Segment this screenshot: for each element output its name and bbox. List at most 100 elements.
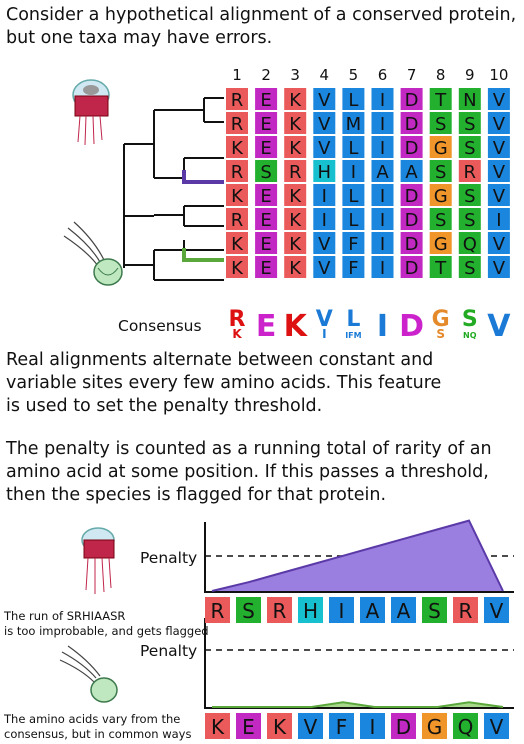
penalty-chart-normal <box>204 618 514 709</box>
alignment-cell <box>342 232 365 254</box>
alignment-cell <box>400 160 423 182</box>
consensus-subletter: IFM <box>345 331 361 340</box>
sequence-residue: S <box>242 599 255 623</box>
alignment-cell <box>371 256 394 278</box>
sequence-residue: H <box>303 599 318 623</box>
alignment-residue: V <box>318 258 331 279</box>
alignment-residue: I <box>322 186 327 207</box>
alignment-residue: V <box>318 138 331 159</box>
alignment-residue: S <box>464 186 475 207</box>
position-header: 1 <box>232 66 242 84</box>
alignment-cell <box>342 88 365 110</box>
flagged-branch-highlight <box>182 170 224 184</box>
alignment-residue: I <box>380 114 385 135</box>
penalty-chart-flagged <box>204 519 514 593</box>
alignment-cell <box>313 208 336 230</box>
alignment-cell <box>342 136 365 158</box>
alignment-cell <box>284 184 307 206</box>
alignment-residue: R <box>231 210 244 231</box>
sequence-residue: Q <box>458 715 474 739</box>
normal-caption-line1: The amino acids vary from the <box>3 712 180 726</box>
alignment-cell <box>371 160 394 182</box>
sequence-cell <box>360 713 385 739</box>
alignment-cell <box>400 136 423 158</box>
sequence-cell <box>298 713 323 739</box>
alignment-cell <box>400 232 423 254</box>
alignment-residue: I <box>380 258 385 279</box>
alignment-cell <box>313 256 336 278</box>
alignment-residue: D <box>405 90 419 111</box>
sequence-residue: V <box>304 715 318 739</box>
alignment-residue: M <box>346 114 362 135</box>
sequence-cell <box>391 597 416 623</box>
sequence-cell <box>329 597 354 623</box>
sequence-cell <box>484 597 509 623</box>
alignment-residue: R <box>231 162 244 183</box>
alignment-residue: D <box>405 210 419 231</box>
alignment-cell <box>429 88 452 110</box>
alignment-residue: I <box>351 162 356 183</box>
alignment-cell <box>458 256 481 278</box>
alignment-cell <box>255 88 278 110</box>
alignment-residue: S <box>464 138 475 159</box>
alignment-cell <box>458 112 481 134</box>
position-header: 7 <box>407 66 417 84</box>
alignment-cell <box>371 208 394 230</box>
alignment-cell <box>255 136 278 158</box>
alignment-residue: E <box>260 258 271 279</box>
sequence-residue: A <box>366 599 380 623</box>
sequence-residue: G <box>427 715 443 739</box>
alignment-residue: D <box>405 186 419 207</box>
alignment-cell <box>226 184 248 206</box>
sequence-residue: V <box>490 599 504 623</box>
alignment-residue: I <box>322 210 327 231</box>
consensus-letter: L <box>346 307 360 332</box>
alignment-residue: V <box>493 186 506 207</box>
jellyfish-illustration-flagged <box>81 527 115 594</box>
sequence-cell <box>453 713 478 739</box>
penalty-line <box>211 519 504 592</box>
sequence-residue: R <box>211 599 225 623</box>
sequence-residue: D <box>396 715 411 739</box>
normal-caption-line2: consensus, but in common ways <box>4 727 191 741</box>
alignment-cell <box>487 208 510 230</box>
flagged-caption-line1: The run of SRHIAASR <box>3 609 125 623</box>
alignment-cell <box>342 256 365 278</box>
alignment-residue: I <box>380 234 385 255</box>
alignment-cell <box>371 112 394 134</box>
alignment-cell <box>226 136 248 158</box>
alignment-cell <box>458 160 481 182</box>
alignment-residue: D <box>405 234 419 255</box>
alignment-residue: K <box>289 138 302 159</box>
position-header: 9 <box>465 66 475 84</box>
consensus-letter: V <box>487 309 511 344</box>
alignment-cell <box>284 208 307 230</box>
consensus-letter: I <box>377 309 388 344</box>
alignment-residue: S <box>464 114 475 135</box>
alignment-residue: G <box>434 234 448 255</box>
alignment-residue: K <box>231 138 244 159</box>
alignment-residue: F <box>348 258 358 279</box>
alignment-cell <box>458 136 481 158</box>
sequence-residue: R <box>459 599 473 623</box>
alignment-residue: V <box>493 114 506 135</box>
comb-jelly-illustration <box>63 221 123 286</box>
alignment-residue: K <box>289 234 302 255</box>
alignment-residue: L <box>348 186 358 207</box>
consensus-subletter: K <box>232 327 242 341</box>
sequence-cell <box>391 713 416 739</box>
alignment-cell <box>255 208 278 230</box>
alignment-cell <box>313 232 336 254</box>
alignment-residue: D <box>405 114 419 135</box>
phylogenetic-tree <box>123 97 224 281</box>
paragraph-alternation: Real alignments alternate between consta… <box>6 350 442 416</box>
position-header: 4 <box>320 66 330 84</box>
alignment-cell <box>400 184 423 206</box>
alignment-cell <box>429 184 452 206</box>
alignment-cell <box>429 232 452 254</box>
sequence-cell <box>267 713 292 739</box>
alignment-cell <box>284 112 307 134</box>
alignment-residue: D <box>405 258 419 279</box>
alignment-cell <box>226 112 248 134</box>
